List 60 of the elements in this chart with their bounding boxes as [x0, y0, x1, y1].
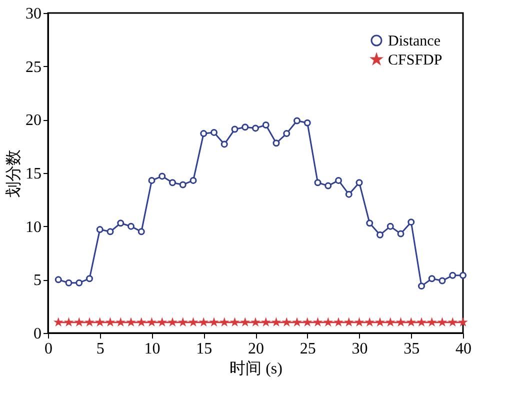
- legend-label: Distance: [388, 34, 441, 50]
- y-tick-label: 10: [26, 218, 42, 236]
- x-axis-title: 时间 (s): [230, 360, 282, 378]
- y-tick-label: 0: [34, 326, 42, 342]
- point: [314, 179, 322, 186]
- point: [179, 181, 186, 188]
- point: [345, 190, 352, 198]
- x-tick-label: 15: [196, 340, 212, 358]
- point: [242, 124, 249, 131]
- y-tick-label: 5: [34, 272, 42, 290]
- x-tick-label: 30: [352, 340, 368, 358]
- point: [356, 179, 363, 186]
- x-tick-label: 35: [404, 340, 420, 358]
- point: [169, 179, 176, 186]
- point: [86, 275, 93, 282]
- point: [138, 228, 145, 236]
- point: [460, 272, 466, 279]
- point: [252, 124, 259, 132]
- point: [158, 172, 166, 180]
- point: [283, 130, 290, 138]
- x-tick-label: 10: [144, 340, 160, 358]
- y-tick-label: 30: [26, 6, 42, 22]
- point: [397, 230, 404, 238]
- point: [386, 222, 394, 230]
- point: [408, 218, 415, 226]
- point: [335, 176, 342, 184]
- point: [438, 277, 446, 284]
- point: [418, 282, 425, 290]
- point: [231, 126, 238, 133]
- point: [106, 228, 114, 236]
- x-tick-label: 0: [44, 340, 52, 358]
- point: [376, 231, 384, 238]
- point: [220, 140, 228, 148]
- point: [117, 220, 124, 227]
- x-tick-label: 20: [248, 340, 264, 358]
- point: [294, 117, 300, 124]
- point: [262, 122, 270, 128]
- point: [366, 220, 374, 227]
- point: [304, 119, 311, 126]
- y-tick-label: 15: [26, 166, 42, 182]
- x-tick-label: 5: [96, 340, 104, 358]
- y-tick-label: 20: [26, 112, 42, 130]
- point: [128, 222, 134, 230]
- point: [65, 279, 72, 286]
- point: [54, 276, 62, 284]
- point: [200, 130, 208, 138]
- point: [449, 272, 456, 279]
- point: [96, 226, 104, 234]
- y-tick-label: 25: [26, 58, 42, 76]
- x-tick-label: 25: [300, 340, 316, 358]
- x-tick-label: 40: [456, 340, 472, 358]
- point: [148, 176, 156, 184]
- point: [76, 279, 83, 286]
- y-axis-title: 划分数: [4, 150, 22, 198]
- point: [428, 275, 436, 282]
- point: [272, 140, 280, 147]
- point: [324, 182, 332, 190]
- point: [190, 176, 197, 184]
- legend-label: CFSFDP: [388, 52, 442, 68]
- point: [210, 128, 218, 136]
